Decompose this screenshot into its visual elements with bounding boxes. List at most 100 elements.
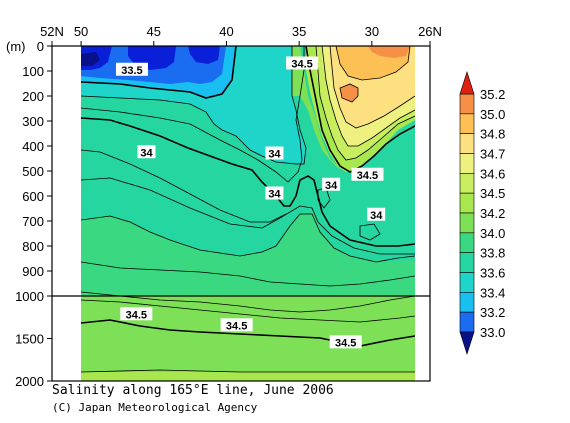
contour-label: 34.5 bbox=[126, 309, 147, 321]
colorbar-band bbox=[459, 113, 475, 134]
y-tick-label: 800 bbox=[22, 239, 44, 254]
colorbar-level-label: 33.4 bbox=[480, 285, 505, 300]
contour-34.5-deep bbox=[81, 319, 415, 347]
colorbar-level-label: 34.2 bbox=[480, 206, 505, 221]
contour-label: 34 bbox=[325, 180, 338, 192]
colorbar-band bbox=[459, 212, 475, 234]
contour-34.6-deep bbox=[81, 369, 415, 373]
colorbar-level-label: 34.5 bbox=[480, 186, 505, 201]
colorbar-level-label: 34.0 bbox=[480, 226, 505, 241]
y-unit-label: (m) bbox=[6, 39, 26, 54]
colorbar-band bbox=[459, 311, 475, 333]
contour-label-bg bbox=[265, 186, 284, 200]
chart-title: Salinity along 165°E line, June 2006 bbox=[52, 383, 334, 398]
contour-label: 34.5 bbox=[226, 320, 247, 332]
x-tick-label: 35 bbox=[292, 24, 306, 39]
band-33.8-34.0-mid bbox=[81, 96, 415, 246]
contour-34.0-west bbox=[81, 117, 415, 247]
y-tick-label: 0 bbox=[37, 39, 44, 54]
contour-label-bg bbox=[286, 56, 319, 70]
x-tick-label: 45 bbox=[147, 24, 161, 39]
contour-label-bg bbox=[351, 167, 384, 181]
contour-33.9 bbox=[81, 46, 305, 183]
contour-34.3 bbox=[81, 261, 415, 287]
contour-33.5 bbox=[81, 46, 237, 99]
contour-34.4-deep bbox=[81, 299, 415, 323]
y-tick-label: 900 bbox=[22, 264, 44, 279]
band-34.0-34.2-west bbox=[81, 214, 415, 296]
band-35.2-plus-patch bbox=[368, 46, 410, 58]
y-tick-label: 300 bbox=[22, 114, 44, 129]
y-tick-label: 100 bbox=[22, 64, 44, 79]
contour-label-bg bbox=[137, 145, 156, 159]
contour-34.1 bbox=[81, 177, 415, 255]
y-tick-label: 500 bbox=[22, 164, 44, 179]
contour-34.5-upper bbox=[305, 46, 415, 173]
colorbar-level-label: 33.8 bbox=[480, 246, 505, 261]
colorbar-over-arrow bbox=[459, 71, 475, 95]
contour-label: 33.5 bbox=[121, 65, 142, 77]
colorbar-level-label: 33.6 bbox=[480, 266, 505, 281]
band-34.2-34.5-wedge bbox=[236, 46, 346, 172]
contour-label-layer: 33.5 34.5 34 34 34 34 34.5 34 34.5 34.5 34.5 bbox=[115, 56, 386, 349]
colorbar-level-label: 34.7 bbox=[480, 147, 505, 162]
colorbar-level-label: 35.0 bbox=[480, 107, 505, 122]
y-tick-label: 400 bbox=[22, 139, 44, 154]
contour-34.0-loop-b bbox=[359, 223, 381, 241]
contour-label-bg bbox=[329, 335, 362, 349]
band-33.8-34.0-upper bbox=[81, 118, 415, 262]
colorbar-band bbox=[459, 252, 475, 273]
contour-label: 34.5 bbox=[357, 170, 378, 182]
contour-label-bg bbox=[115, 62, 148, 76]
colorbar-band bbox=[459, 272, 475, 293]
contour-label-bg bbox=[322, 177, 341, 191]
y-tick-label: 1000 bbox=[15, 289, 44, 304]
colorbar-level-label: 33.0 bbox=[480, 325, 505, 340]
y-tick-label: 600 bbox=[22, 189, 44, 204]
contour-label-bg bbox=[220, 318, 253, 332]
y-tick-label: 2000 bbox=[15, 374, 44, 389]
colorbar-band bbox=[459, 173, 475, 194]
plot-frame bbox=[51, 45, 431, 382]
colorbar-band bbox=[459, 153, 475, 174]
contour-label-bg bbox=[265, 146, 284, 160]
contour-35.0 bbox=[335, 46, 411, 81]
x-tick-label: 50 bbox=[74, 24, 88, 39]
x-tick-label: 52N bbox=[40, 24, 64, 39]
contour-34.4 bbox=[81, 291, 415, 313]
contour-35.0-patch bbox=[339, 83, 359, 103]
colorbar-level-label: 34.8 bbox=[480, 127, 505, 142]
x-tick-label: 30 bbox=[365, 24, 379, 39]
y-tick-label: 700 bbox=[22, 214, 44, 229]
contour-label: 34.5 bbox=[335, 337, 356, 349]
contour-label: 34 bbox=[268, 189, 281, 201]
band-33.0-33.2-c bbox=[188, 46, 220, 64]
contour-33.8 bbox=[81, 46, 307, 165]
contour-label: 34 bbox=[268, 149, 281, 161]
x-tick-label: 26N bbox=[418, 24, 442, 39]
colorbar-band bbox=[459, 133, 475, 154]
contour-34.7 bbox=[321, 46, 415, 147]
axis-layer: 52N 50 45 40 35 30 26N (m) 0 100 200 300 400 500 600 70… bbox=[6, 24, 442, 389]
contour-label: 34.5 bbox=[291, 59, 312, 71]
band-34.5-34.6-deep bbox=[81, 372, 415, 381]
band-under-33.0 bbox=[81, 52, 100, 66]
band-35.0-35.2-patch bbox=[340, 84, 358, 102]
colorbar-band bbox=[459, 93, 475, 115]
y-tick-label: 1500 bbox=[15, 332, 44, 347]
contour-label-bg bbox=[367, 207, 386, 221]
contour-34.6 bbox=[315, 46, 415, 161]
colorbar-band bbox=[459, 292, 475, 313]
colorbar-level-label: 33.2 bbox=[480, 305, 505, 320]
contour-label: 34 bbox=[140, 147, 153, 159]
contour-34.2 bbox=[81, 213, 415, 263]
contour-34.8 bbox=[329, 46, 415, 129]
colorbar-level-label: 34.6 bbox=[480, 166, 505, 181]
contour-label: 34 bbox=[370, 210, 383, 222]
chart-credit: (C) Japan Meteorological Agency bbox=[52, 401, 258, 414]
colorbar-band bbox=[459, 232, 475, 253]
contour-lines bbox=[81, 46, 415, 373]
colorbar-level-label: 35.2 bbox=[480, 87, 505, 102]
y-tick-label: 200 bbox=[22, 89, 44, 104]
